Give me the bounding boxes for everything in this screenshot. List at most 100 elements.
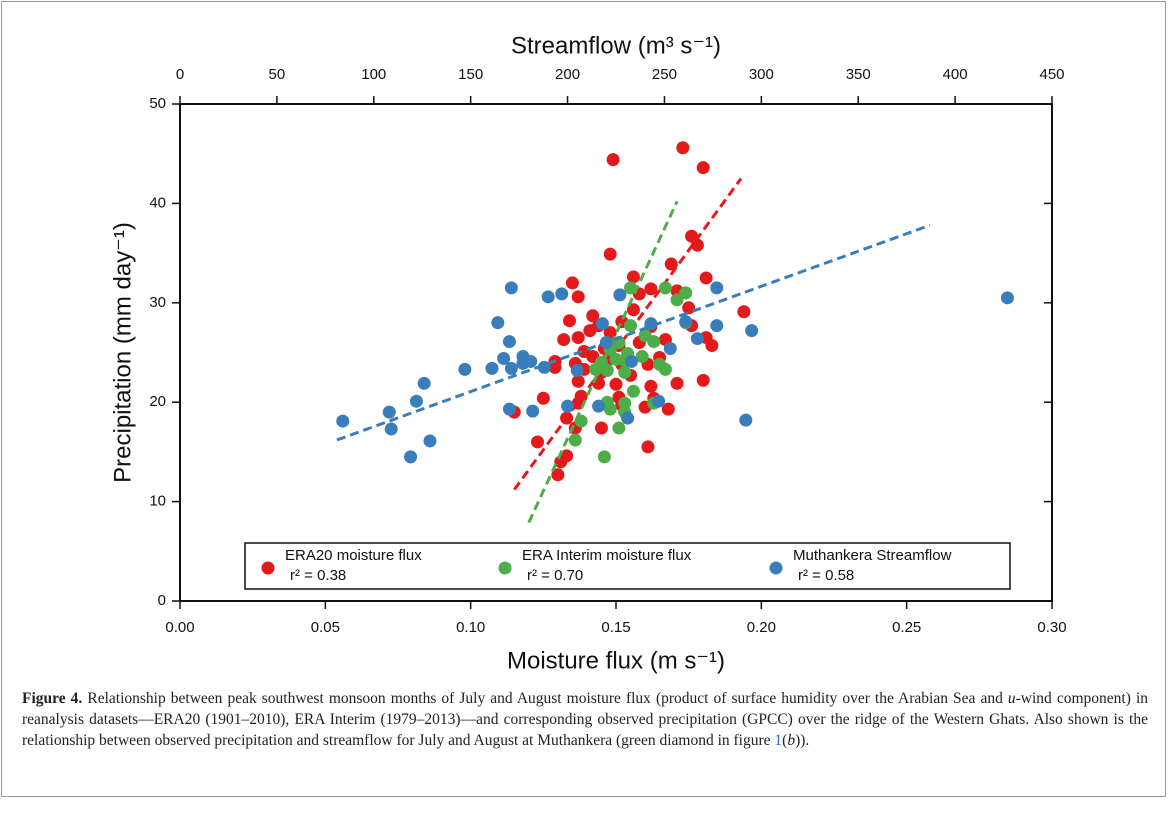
point bbox=[502, 402, 516, 416]
point bbox=[661, 402, 675, 416]
point bbox=[537, 360, 551, 374]
point bbox=[571, 374, 585, 388]
point bbox=[613, 288, 627, 302]
point bbox=[600, 363, 614, 377]
point bbox=[409, 394, 423, 408]
y-tick-label: 30 bbox=[149, 294, 166, 311]
point bbox=[562, 314, 576, 328]
point bbox=[626, 384, 640, 398]
point bbox=[670, 293, 684, 307]
x-tick-label: 0.05 bbox=[311, 619, 340, 636]
legend-label: ERA Interim moisture flux bbox=[522, 547, 692, 564]
point bbox=[618, 365, 632, 379]
trend-line bbox=[527, 200, 679, 524]
legend-stat: r² = 0.70 bbox=[527, 567, 583, 584]
point bbox=[658, 362, 672, 376]
figure-frame bbox=[1, 1, 1166, 797]
point bbox=[676, 141, 690, 155]
caption-text: )). bbox=[795, 732, 810, 749]
point bbox=[699, 271, 713, 285]
point bbox=[504, 281, 518, 295]
x2-tick-label: 250 bbox=[652, 66, 677, 83]
point bbox=[583, 324, 597, 338]
trend-line bbox=[513, 177, 743, 491]
point bbox=[551, 468, 565, 482]
point bbox=[618, 396, 632, 410]
x2-tick-label: 450 bbox=[1039, 66, 1064, 83]
caption: Figure 4. Relationship between peak sout… bbox=[22, 688, 1148, 751]
point bbox=[624, 319, 638, 333]
point bbox=[745, 324, 759, 338]
point bbox=[690, 238, 704, 252]
x-tick-label: 0.10 bbox=[456, 619, 485, 636]
point bbox=[423, 434, 437, 448]
point bbox=[644, 379, 658, 393]
point bbox=[382, 405, 396, 419]
x2-tick-label: 100 bbox=[361, 66, 386, 83]
y-tick-label: 50 bbox=[149, 95, 166, 112]
x2-tick-label: 200 bbox=[555, 66, 580, 83]
figure-link[interactable]: 1 bbox=[774, 732, 783, 749]
point bbox=[696, 161, 710, 175]
legend-label: Muthankera Streamflow bbox=[793, 547, 952, 564]
point bbox=[1000, 291, 1014, 305]
point bbox=[624, 281, 638, 295]
plot-frame bbox=[179, 103, 1053, 602]
point bbox=[502, 335, 516, 349]
point bbox=[384, 422, 398, 436]
point bbox=[603, 402, 617, 416]
legend-box bbox=[244, 542, 1011, 590]
caption-label: Figure 4. bbox=[22, 690, 83, 707]
point bbox=[526, 404, 540, 418]
x2-tick-label: 300 bbox=[749, 66, 774, 83]
point bbox=[557, 333, 571, 347]
point bbox=[548, 360, 562, 374]
x-tick-label: 0.30 bbox=[1037, 619, 1066, 636]
point bbox=[571, 331, 585, 345]
y-tick-label: 0 bbox=[158, 592, 166, 609]
point bbox=[626, 270, 640, 284]
caption-italic: u bbox=[1007, 690, 1016, 707]
legend-marker bbox=[769, 561, 783, 575]
trend-line bbox=[336, 223, 931, 442]
y-tick-label: 10 bbox=[149, 493, 166, 510]
point bbox=[626, 303, 640, 317]
x-axis-label: Moisture flux (m s⁻¹) bbox=[507, 647, 725, 674]
x2-tick-label: 150 bbox=[458, 66, 483, 83]
x-tick-label: 0.15 bbox=[601, 619, 630, 636]
x2-tick-label: 50 bbox=[269, 66, 286, 83]
point bbox=[541, 290, 555, 304]
point bbox=[458, 362, 472, 376]
point bbox=[609, 377, 623, 391]
point bbox=[737, 305, 751, 319]
y-tick-label: 40 bbox=[149, 194, 166, 211]
point bbox=[592, 399, 606, 413]
point bbox=[568, 433, 582, 447]
point bbox=[658, 281, 672, 295]
point bbox=[621, 411, 635, 425]
point bbox=[696, 373, 710, 387]
point bbox=[570, 363, 584, 377]
point bbox=[679, 286, 693, 300]
point bbox=[603, 247, 617, 261]
caption-text: -wind component) in reanalysis datasets—… bbox=[22, 690, 1148, 749]
legend-stat: r² = 0.58 bbox=[798, 567, 854, 584]
point bbox=[670, 376, 684, 390]
point bbox=[497, 351, 511, 365]
point bbox=[739, 413, 753, 427]
point bbox=[589, 362, 603, 376]
legend-marker bbox=[261, 561, 275, 575]
x2-tick-label: 400 bbox=[943, 66, 968, 83]
point bbox=[565, 276, 579, 290]
chart: 0.00 0.05 0.10 0.15 0.20 0.25 0.300 50 100 150 200… bbox=[109, 32, 1066, 674]
point bbox=[682, 301, 696, 315]
point bbox=[531, 435, 545, 449]
point bbox=[597, 450, 611, 464]
x2-axis-label: Streamflow (m³ s⁻¹) bbox=[511, 32, 721, 59]
point bbox=[679, 315, 693, 329]
point bbox=[336, 414, 350, 428]
point bbox=[663, 342, 677, 356]
point bbox=[710, 319, 724, 333]
point bbox=[504, 361, 518, 375]
point bbox=[586, 309, 600, 323]
